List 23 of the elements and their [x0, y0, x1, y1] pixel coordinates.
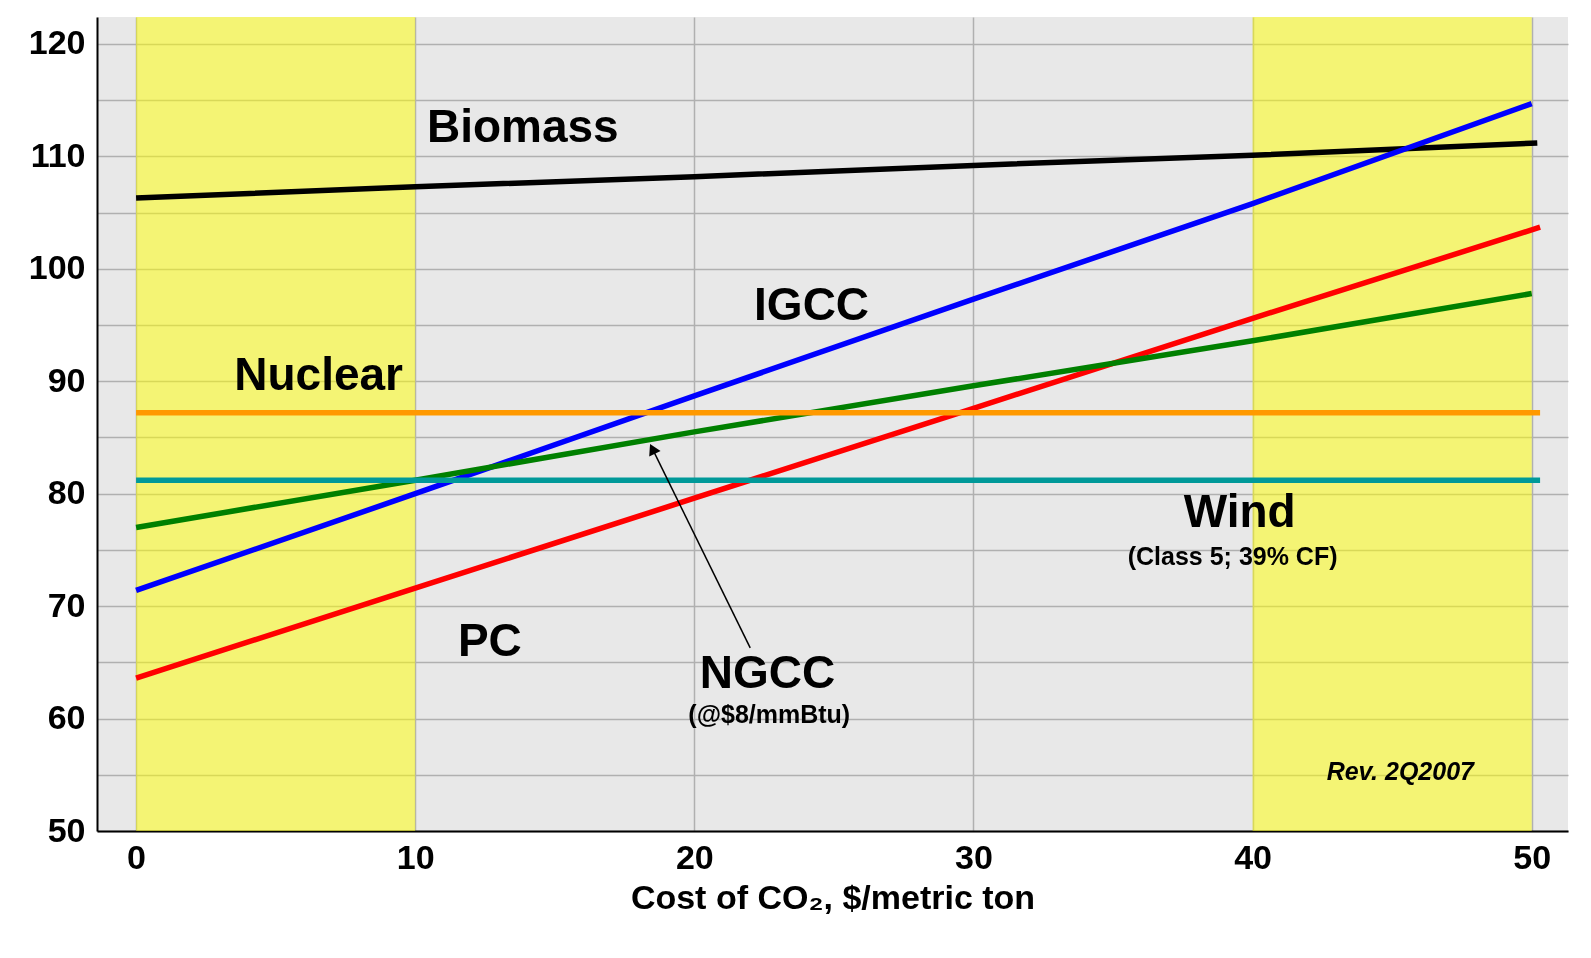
x-tick-label: 30: [955, 837, 993, 876]
x-tick-label: 50: [1513, 837, 1552, 876]
x-tick-label: 0: [127, 837, 147, 876]
x-axis-title: Cost of CO₂, $/metric ton: [630, 877, 1036, 916]
y-tick-label: 70: [47, 585, 86, 624]
y-tick-label: 80: [47, 473, 86, 512]
y-tick-label: 120: [28, 23, 86, 62]
series-label: Biomass: [426, 99, 619, 152]
y-tick-label: 60: [47, 698, 86, 737]
series-label: PC: [457, 614, 522, 667]
annotation: (Class 5; 39% CF): [1127, 542, 1338, 571]
y-tick-label: 110: [30, 135, 86, 174]
annotation: (@$8/mmBtu): [688, 700, 851, 729]
x-tick-label: 40: [1234, 837, 1272, 876]
annotation: Rev. 2Q2007: [1326, 757, 1476, 786]
series-label: IGCC: [754, 277, 870, 330]
y-tick-label: 50: [47, 810, 86, 849]
y-tick-label: 100: [28, 248, 86, 287]
x-tick-label: 20: [675, 837, 714, 876]
y-tick-label: 90: [47, 360, 86, 399]
text: NGCC: [699, 645, 836, 698]
x-tick-label: 10: [396, 837, 435, 876]
series-label: Nuclear: [234, 347, 404, 400]
